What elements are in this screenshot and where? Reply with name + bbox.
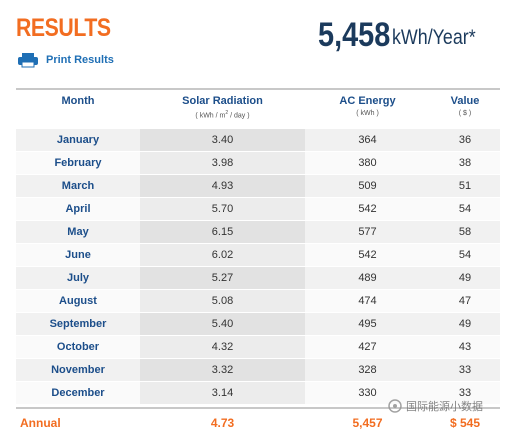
month-cell: July (66, 272, 89, 284)
month-cell: September (49, 318, 107, 330)
month-cell: November (51, 364, 105, 376)
month-cell: January (56, 134, 100, 146)
column-unit: ( kWh ) (356, 110, 379, 117)
month-cell: February (54, 157, 102, 169)
value-cell: 36 (458, 134, 472, 146)
column-header: Month (16, 90, 140, 128)
value-cell: 6.02 (140, 244, 305, 266)
table-row: September 5.40 495 49 (16, 313, 500, 336)
value-cell: 489 (358, 272, 377, 284)
table-row: March 4.93 509 51 (16, 175, 500, 198)
table-row: April 5.70 542 54 (16, 198, 500, 221)
table-row: August 5.08 474 47 (16, 290, 500, 313)
value-cell: 6.15 (140, 221, 305, 243)
value-cell: 328 (358, 364, 377, 376)
value-cell: 3.98 (140, 152, 305, 174)
results-table: Month Solar Radiation ( kWh / m2 / day )… (16, 88, 500, 438)
annual-cell: 4.73 (210, 416, 235, 430)
print-results-text[interactable]: Print Results (46, 54, 114, 66)
print-results-link[interactable]: Print Results (16, 52, 114, 68)
value-cell: 364 (358, 134, 377, 146)
table-row: July 5.27 489 49 (16, 267, 500, 290)
month-cell: August (59, 295, 97, 307)
month-cell: May (67, 226, 89, 238)
value-cell: 33 (458, 387, 472, 399)
column-name: AC Energy (339, 95, 396, 107)
table-row: May 6.15 577 58 (16, 221, 500, 244)
header-row: Month Solar Radiation ( kWh / m2 / day )… (16, 90, 500, 129)
value-cell: 54 (458, 203, 472, 215)
annual-cell: $ 545 (449, 416, 481, 430)
table-row: November 3.32 328 33 (16, 359, 500, 382)
value-cell: 4.93 (140, 175, 305, 197)
value-cell: 427 (358, 341, 377, 353)
column-unit: ( $ ) (458, 110, 472, 117)
value-cell: 5.40 (140, 313, 305, 335)
value-cell: 5.70 (140, 198, 305, 220)
value-cell: 495 (358, 318, 377, 330)
table-row: October 4.32 427 43 (16, 336, 500, 359)
month-cell: December (51, 387, 105, 399)
printer-icon (18, 53, 38, 68)
value-cell: 542 (358, 203, 377, 215)
watermark: 国际能源小数据 (388, 398, 483, 414)
value-cell: 577 (358, 226, 377, 238)
value-cell: 380 (358, 157, 377, 169)
value-cell: 4.32 (140, 336, 305, 358)
value-cell: 33 (458, 364, 472, 376)
watermark-text: 国际能源小数据 (406, 401, 483, 413)
value-cell: 3.40 (140, 129, 305, 151)
annual-total: 5,458 (318, 16, 391, 54)
annual-cell: Annual (20, 416, 61, 430)
unit-exponent: 2 (225, 110, 229, 116)
value-cell: 51 (458, 180, 472, 192)
value-cell: 43 (458, 341, 472, 353)
month-cell: April (65, 203, 91, 215)
value-cell: 474 (358, 295, 377, 307)
column-name: Solar Radiation (182, 95, 263, 107)
column-unit: ( kWh / m2 / day ) (195, 110, 249, 119)
unit-part: / day ) (228, 112, 250, 120)
table-row: December 3.14 330 33 (16, 382, 500, 405)
value-cell: 47 (458, 295, 472, 307)
column-name: Value (450, 95, 480, 107)
value-cell: 330 (358, 387, 377, 399)
column-name: Month (61, 95, 95, 107)
column-header: Solar Radiation ( kWh / m2 / day ) (140, 90, 305, 128)
value-cell: 54 (458, 249, 472, 261)
table-row: January 3.40 364 36 (16, 129, 500, 152)
value-cell: 5.08 (140, 290, 305, 312)
column-header: AC Energy ( kWh ) (305, 90, 430, 128)
value-cell: 5.27 (140, 267, 305, 289)
value-cell: 3.32 (140, 359, 305, 381)
annual-unit: kWh/Year* (392, 26, 476, 49)
table-row: February 3.98 380 38 (16, 152, 500, 175)
month-cell: June (65, 249, 91, 261)
value-cell: 509 (358, 180, 377, 192)
value-cell: 542 (358, 249, 377, 261)
value-cell: 58 (458, 226, 472, 238)
value-cell: 49 (458, 272, 472, 284)
results-title: RESULTS (16, 14, 111, 42)
annual-cell: 5,457 (352, 416, 383, 430)
value-cell: 49 (458, 318, 472, 330)
value-cell: 3.14 (140, 382, 305, 404)
watermark-icon (388, 399, 402, 413)
value-cell: 38 (458, 157, 472, 169)
month-cell: March (61, 180, 95, 192)
unit-part: ( kWh / m (195, 112, 226, 120)
table-row: June 6.02 542 54 (16, 244, 500, 267)
month-cell: October (56, 341, 100, 353)
column-header: Value ( $ ) (430, 90, 500, 128)
